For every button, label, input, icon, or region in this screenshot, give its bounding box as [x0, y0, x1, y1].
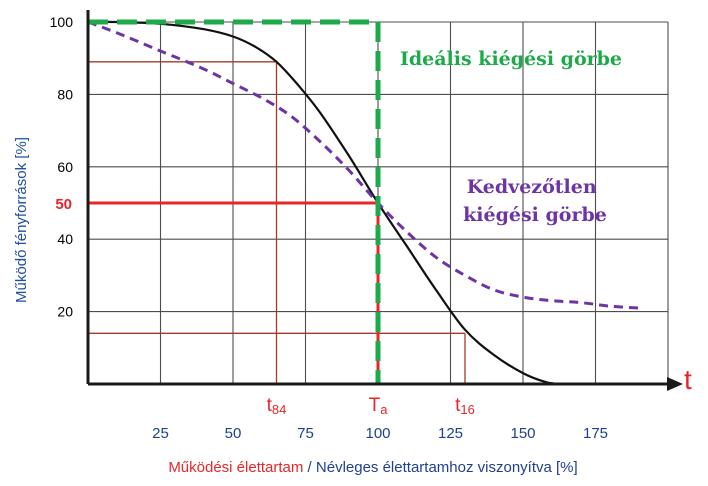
marker-label-Ta: Ta — [369, 395, 389, 417]
x-tick-label: 100 — [365, 425, 390, 442]
y-axis-label: Működő fényforrások [%] — [13, 137, 30, 303]
x-tick-label: 125 — [438, 425, 463, 442]
y-tick-label: 20 — [57, 304, 73, 320]
x-axis-symbol: t — [684, 364, 692, 395]
y-tick-label: 60 — [57, 159, 73, 175]
axes — [86, 10, 683, 391]
x-axis-label-part2: Névleges élettartamhoz viszonyítva [%] — [316, 459, 578, 476]
marker-label-main: T — [369, 395, 381, 416]
marker-labels: t84 Ta t16 — [267, 395, 475, 417]
y-tick-label: 80 — [57, 86, 73, 102]
y-tick-label: 40 — [57, 231, 73, 247]
series — [87, 19, 640, 386]
x-axis-arrow-icon — [667, 377, 683, 391]
legend-unfavorable: Kedvezőtlen kiégési görbe — [463, 176, 607, 226]
legend-ideal: Ideális kiégési görbe — [400, 48, 622, 70]
marker-label-sub: 16 — [460, 402, 474, 417]
legend-unfavorable-line2: kiégési görbe — [463, 204, 607, 226]
marker-label-t84: t84 — [267, 395, 287, 417]
y-highlight-label: 50 — [55, 196, 72, 213]
marker-label-sub: 84 — [272, 402, 286, 417]
x-axis-label-separator: / — [303, 459, 316, 476]
x-tick-label: 25 — [152, 425, 169, 442]
x-tick-label: 75 — [297, 425, 314, 442]
y-tick-labels: 20 40 60 80 100 — [50, 14, 74, 320]
marker-label-main: t — [267, 395, 273, 416]
x-axis-label: Működési élettartam / Névleges élettarta… — [168, 459, 577, 476]
legend-unfavorable-line1: Kedvezőtlen — [467, 176, 597, 198]
x-tick-label: 50 — [225, 425, 242, 442]
x-tick-label: 150 — [510, 425, 535, 442]
marker-guide-lines — [88, 61, 466, 384]
x-axis-label-part1: Működési élettartam — [168, 459, 303, 476]
marker-label-t16: t16 — [455, 395, 475, 417]
marker-label-sub: a — [380, 402, 388, 417]
y-tick-label: 100 — [50, 14, 74, 30]
measured-curve — [87, 20, 561, 386]
x-tick-label: 175 — [583, 425, 608, 442]
marker-label-main: t — [455, 395, 461, 416]
ideal-curve — [88, 19, 381, 384]
x-tick-labels: 25 50 75 100 125 150 175 — [152, 425, 608, 442]
